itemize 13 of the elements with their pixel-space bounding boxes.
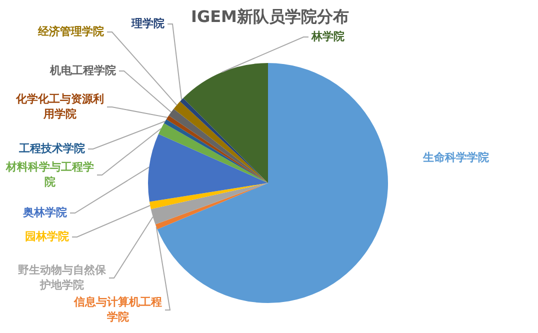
- slice-label: 经济管理学院: [37, 24, 104, 38]
- slice-label: 园林学院: [25, 230, 69, 243]
- slice-label: 奥林学院: [22, 206, 67, 219]
- slice-label: 化学化工与资源利用学院: [15, 92, 104, 120]
- slice-label: 野生动物与自然保护地学院: [18, 263, 107, 292]
- slice-label: 材料科学与工程学院: [5, 160, 94, 188]
- slice-label: 林学院: [310, 30, 344, 43]
- slice-label: 机电工程学院: [49, 64, 116, 77]
- slice-label: 工程技术学院: [18, 142, 85, 155]
- slice-label: 信息与计算机工程学院: [73, 295, 162, 324]
- slice-label: 生命科学学院: [422, 150, 489, 164]
- slice-label: 理学院: [130, 16, 164, 30]
- chart-title: IGEM新队员学院分布: [191, 7, 349, 26]
